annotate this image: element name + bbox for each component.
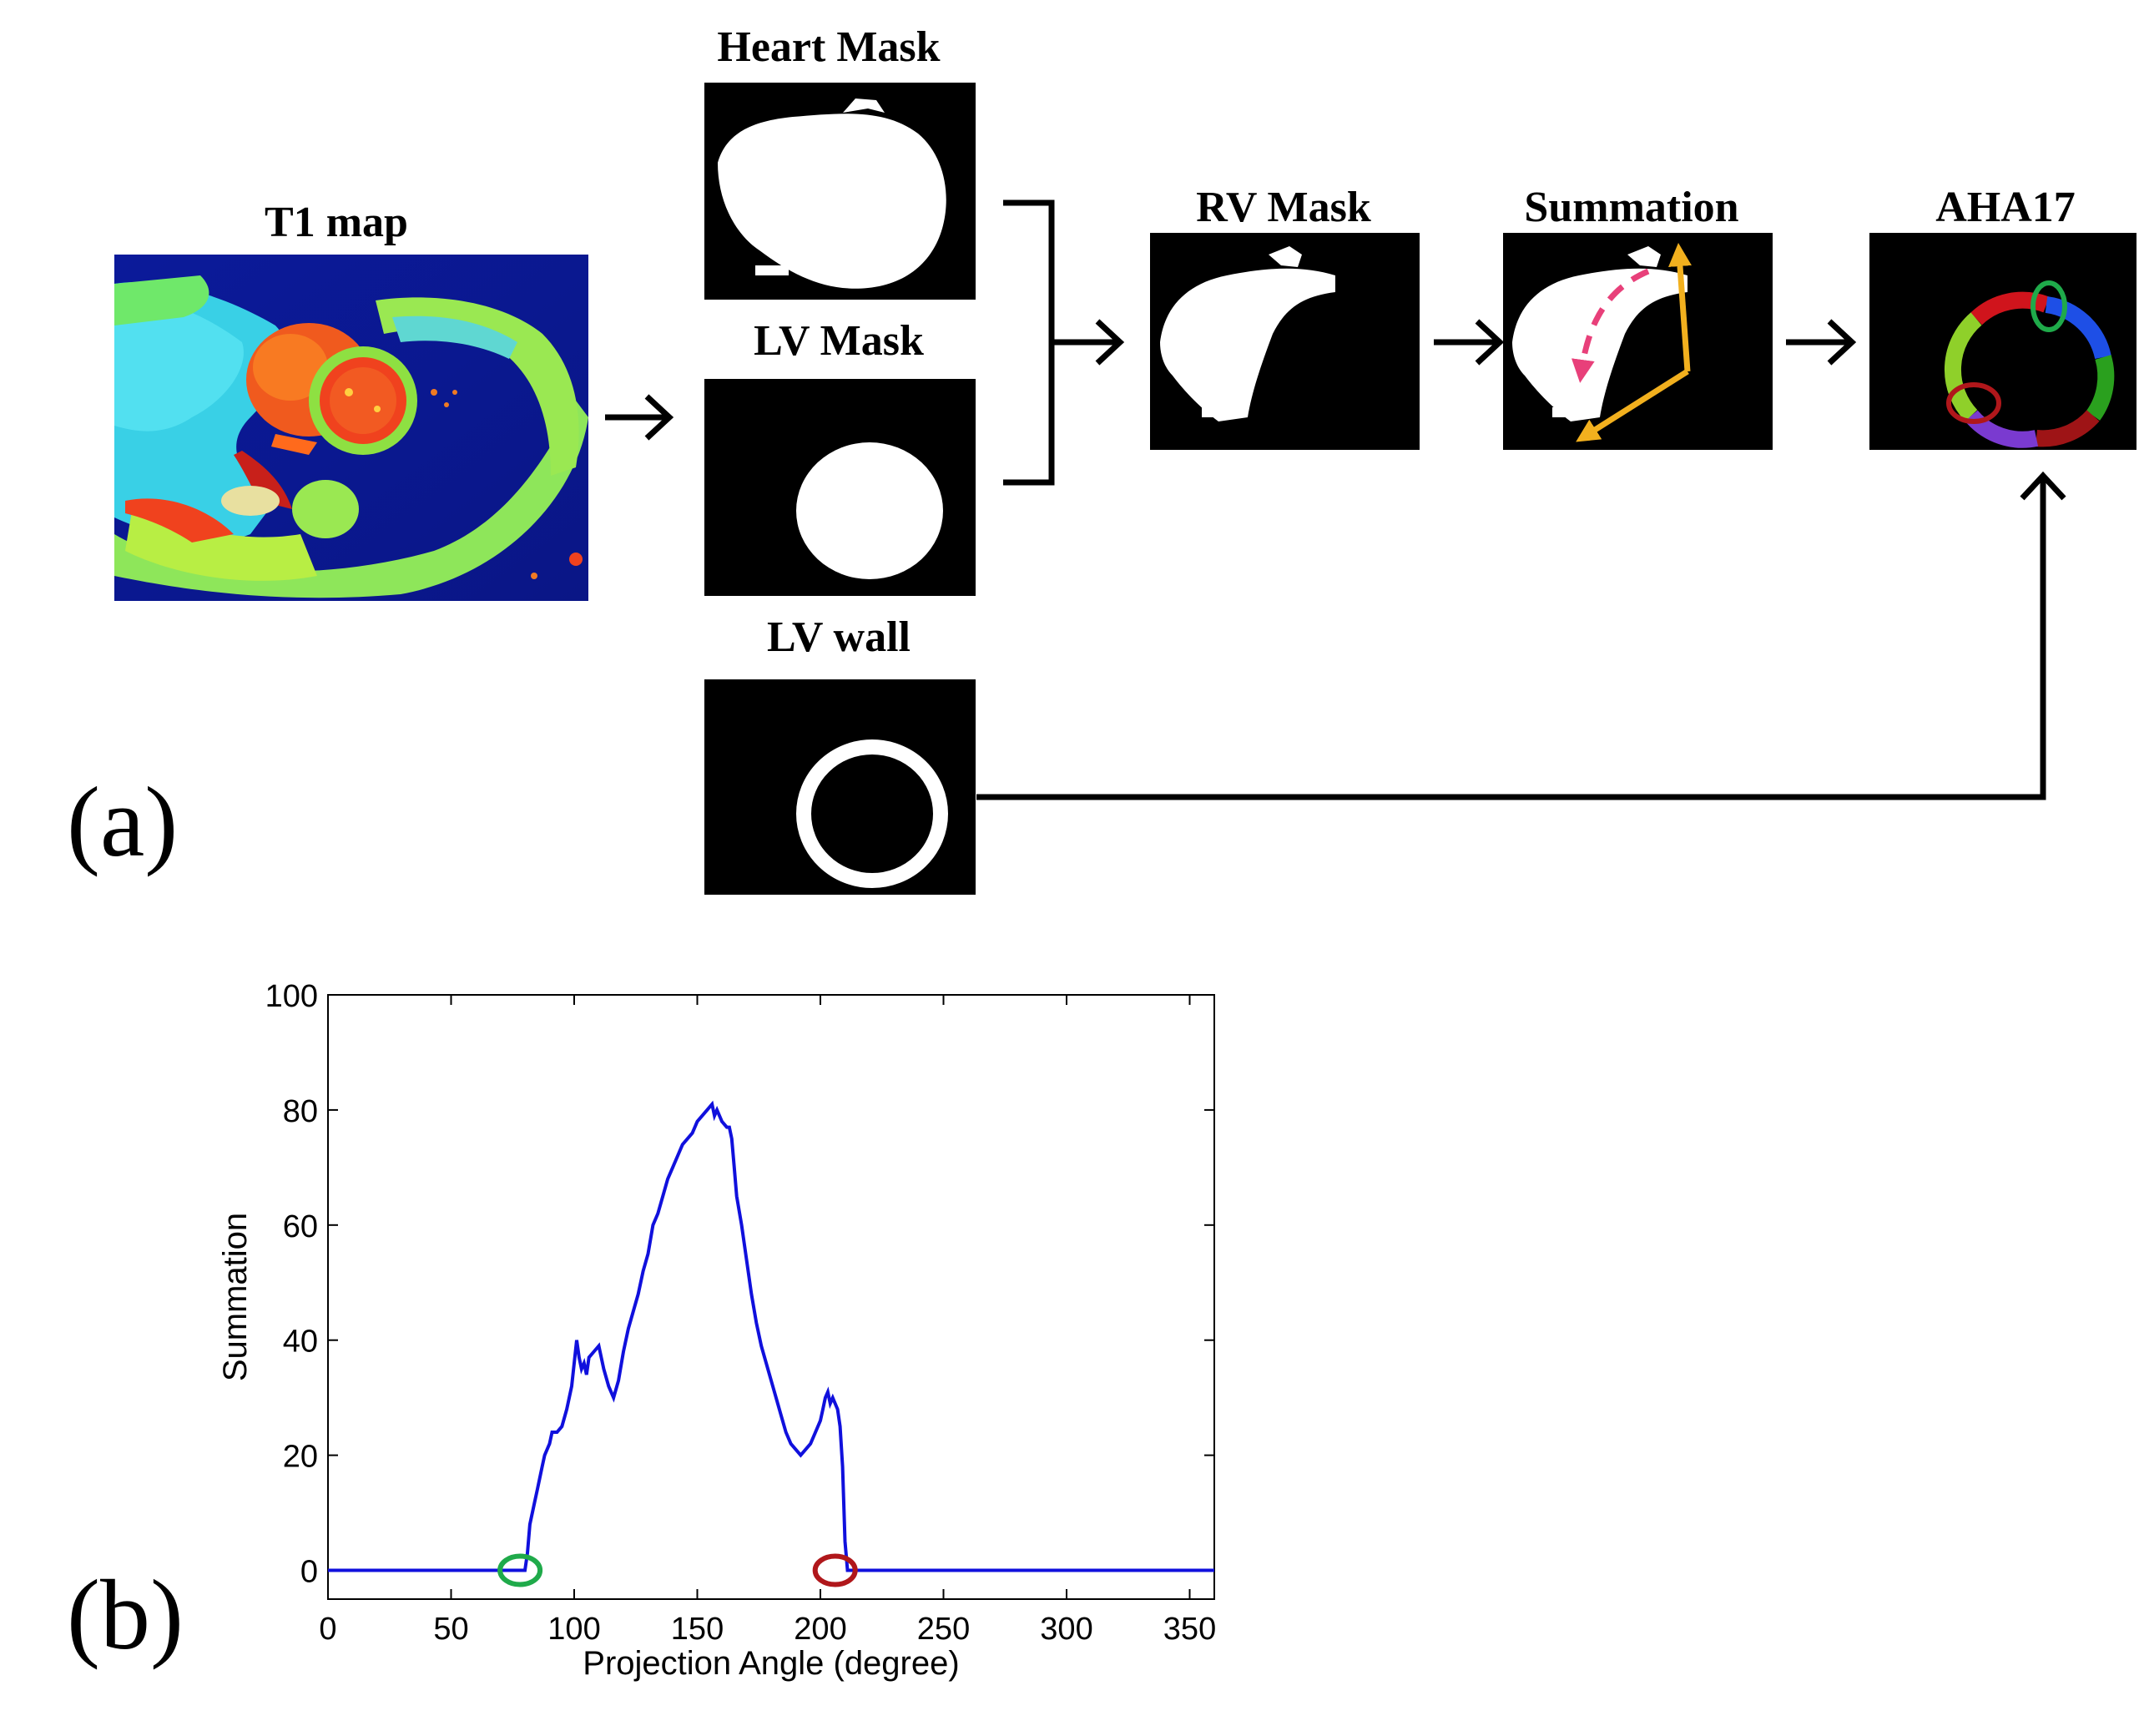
rv-mask: RV Mask: [1150, 184, 1420, 450]
chart-marker-circle: [812, 1553, 858, 1587]
x-tick-label: 50: [433, 1612, 468, 1647]
aha17-segments: [1945, 291, 2115, 448]
lv-wall: LV wall: [704, 613, 976, 895]
summation-title: Summation: [1524, 184, 1738, 231]
arrow-lvwall-to-aha17: [976, 471, 2066, 800]
arrow-t1-to-masks: [605, 394, 674, 441]
x-tick-label: 350: [1163, 1612, 1216, 1647]
green-marker-circle: [2031, 280, 2067, 332]
x-tick-label: 300: [1040, 1612, 1092, 1647]
t1-map-title: T1 map: [265, 199, 408, 246]
panel-b-label: (b): [67, 1559, 184, 1670]
t1-map-image: [114, 255, 588, 601]
heart-mask: Heart Mask: [704, 23, 976, 300]
y-axis: 0 20 40 60 80 100: [265, 979, 1214, 1590]
y-tick-label: 80: [283, 1094, 318, 1129]
pink-rotation-arrow: [1571, 268, 1650, 383]
x-tick-label: 250: [917, 1612, 970, 1647]
x-tick-label: 150: [671, 1612, 724, 1647]
summation-step: Summation: [1503, 184, 1773, 450]
arrow-summation-to-aha17: [1786, 319, 1857, 366]
plot-frame: [327, 994, 1215, 1600]
series-line: [328, 1100, 1214, 1572]
rv-mask-title: RV Mask: [1196, 184, 1371, 231]
lv-mask: LV Mask: [704, 317, 976, 596]
y-tick-label: 100: [265, 979, 318, 1014]
heart-mask-title: Heart Mask: [717, 23, 940, 71]
y-axis-label: Summation: [217, 1213, 254, 1381]
yellow-arrow-up: [1668, 243, 1692, 372]
x-tick-label: 100: [547, 1612, 600, 1647]
red-marker-circle: [1946, 382, 2001, 424]
lv-mask-title: LV Mask: [754, 317, 924, 365]
y-tick-label: 40: [283, 1325, 318, 1360]
x-tick-label: 200: [794, 1612, 846, 1647]
lv-wall-title: LV wall: [767, 613, 911, 661]
aha17-title: AHA17: [1935, 184, 2076, 231]
x-axis-label: Projection Angle (degree): [583, 1645, 959, 1682]
y-tick-label: 60: [283, 1209, 318, 1244]
panel-a-label: (a): [67, 766, 178, 877]
summation-chart: 0 20 40 60 80 100 0 50 100 150 200 250 300 350 Proje…: [217, 979, 1216, 1682]
arrow-rv-to-summation: [1434, 319, 1505, 366]
y-tick-label: 0: [300, 1555, 318, 1590]
y-tick-label: 20: [283, 1440, 318, 1475]
x-axis: 0 50 100 150 200 250 300 350: [319, 995, 1216, 1647]
aha17: AHA17: [1869, 184, 2136, 450]
merge-bracket: [1003, 199, 1125, 486]
x-tick-label: 0: [319, 1612, 336, 1647]
t1-map: T1 map: [114, 199, 588, 601]
yellow-arrow-down: [1576, 369, 1689, 442]
chart-marker-circle: [497, 1553, 543, 1587]
chart-markers: [497, 1553, 858, 1587]
